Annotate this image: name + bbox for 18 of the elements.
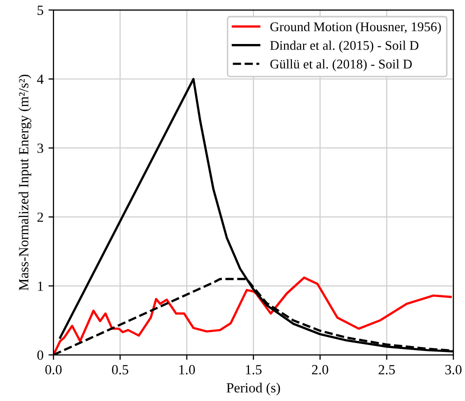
y-tick-label: 5 <box>38 6 44 15</box>
legend-label: Ground Motion (Housner, 1956) <box>270 22 441 34</box>
x-axis-title: Period (s) <box>226 382 280 396</box>
x-tick-label: 3.0 <box>445 365 462 374</box>
x-tick-label: 1.5 <box>246 365 262 374</box>
y-tick-label: 1 <box>38 282 43 291</box>
y-tick-label: 4 <box>37 74 44 84</box>
y-tick-label: 0 <box>37 350 44 360</box>
legend-label: Güllü et al. (2018) - Soil D <box>270 59 412 72</box>
x-tick-label: 2.0 <box>312 365 328 374</box>
y-axis-title: Mass-Normalized Input Energy (m²/s²) <box>18 74 32 290</box>
x-tick-label: 0.0 <box>45 365 62 374</box>
y-tick-label: 3 <box>37 144 44 153</box>
legend-label: Dindar et al. (2015) - Soil D <box>270 40 418 53</box>
x-tick-label: 1.0 <box>179 365 195 374</box>
x-tick-label: 0.5 <box>112 365 128 374</box>
y-tick-label: 2 <box>37 212 43 222</box>
x-tick-label: 2.5 <box>378 365 395 374</box>
